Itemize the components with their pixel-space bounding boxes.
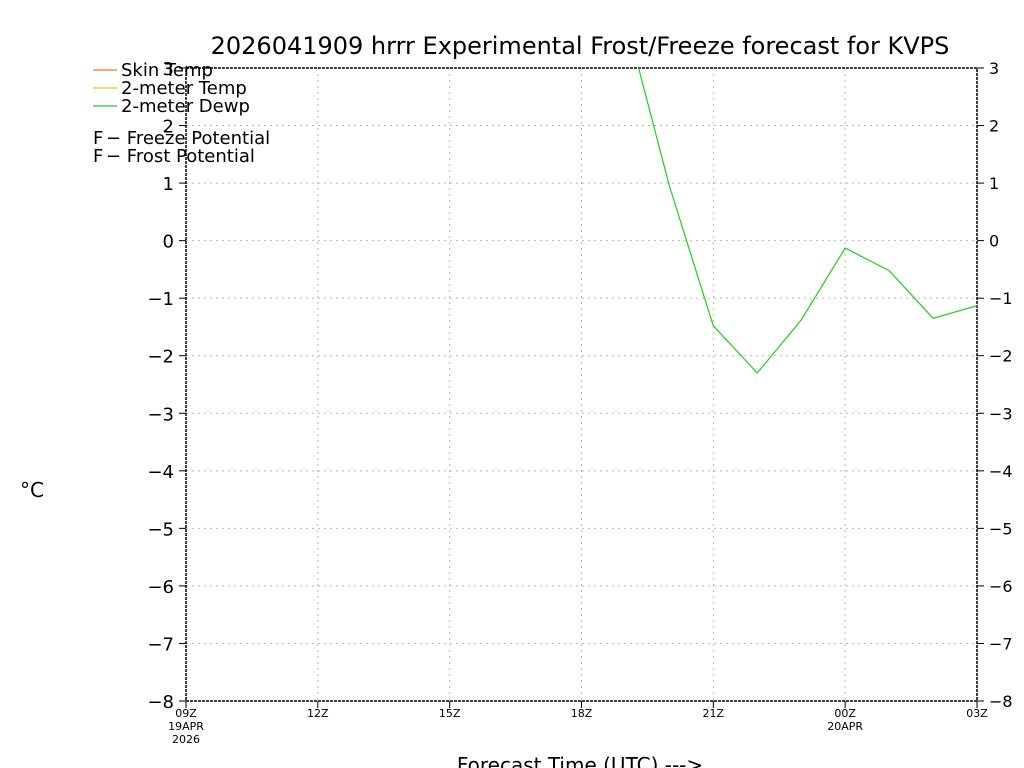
y-tick-label: −1 bbox=[147, 289, 174, 310]
y-tick-label: −5 bbox=[147, 519, 174, 540]
y-tick-label-right: 1 bbox=[989, 174, 999, 193]
y-tick-label: −2 bbox=[147, 347, 174, 368]
y-tick-label-right: −5 bbox=[989, 519, 1013, 538]
x-tick-sublabel: 2026 bbox=[172, 733, 200, 746]
chart-title: 2026041909 hrrr Experimental Frost/Freez… bbox=[211, 32, 950, 60]
series-lines bbox=[638, 68, 977, 374]
x-tick-label: 12Z bbox=[307, 707, 329, 720]
x-tick-label: 15Z bbox=[439, 707, 461, 720]
y-tick-label-right: −3 bbox=[989, 404, 1013, 423]
x-tick-label: 21Z bbox=[703, 707, 725, 720]
y-tick-label: −3 bbox=[147, 404, 174, 425]
x-tick-label: 09Z bbox=[175, 707, 197, 720]
annotation-marker: F bbox=[93, 128, 103, 149]
y-tick-label-right: −2 bbox=[989, 347, 1013, 366]
x-tick-label: 18Z bbox=[571, 707, 593, 720]
y-tick-label: 1 bbox=[163, 174, 174, 195]
annotation-text: − Freeze Potential bbox=[106, 128, 270, 149]
y-tick-label: −8 bbox=[147, 692, 174, 713]
y-tick-label: −4 bbox=[147, 462, 174, 483]
y-tick-label-right: −8 bbox=[989, 692, 1013, 711]
x-axis-label: Forecast Time (UTC) ---> bbox=[457, 753, 703, 768]
annotation-text: − Frost Potential bbox=[106, 146, 255, 167]
x-tick-label: 00Z bbox=[834, 707, 856, 720]
annotation-marker: F bbox=[93, 146, 103, 167]
y-tick-label-right: 3 bbox=[989, 59, 999, 78]
y-tick-label-right: −7 bbox=[989, 634, 1013, 653]
x-tick-label: 03Z bbox=[966, 707, 988, 720]
y-tick-label-right: −6 bbox=[989, 577, 1013, 596]
series-line-2-meter-dewp bbox=[638, 68, 977, 374]
y-tick-label-right: 0 bbox=[989, 232, 999, 251]
y-tick-label: 0 bbox=[163, 232, 174, 253]
y-tick-label-right: −1 bbox=[989, 289, 1013, 308]
y-tick-label: −6 bbox=[147, 577, 174, 598]
y-tick-label: 2 bbox=[163, 117, 174, 138]
legend-label: Skin Temp bbox=[121, 60, 213, 81]
y-axis-right: 3 2 1 0 −1 −2 −3 −4 −5 −6 −7 −8 bbox=[977, 59, 1013, 711]
legend-label: 2-meter Temp bbox=[121, 78, 247, 99]
x-tick-sublabel: 20APR bbox=[827, 720, 863, 733]
plot-frame bbox=[185, 67, 978, 702]
grid bbox=[186, 68, 977, 701]
y-axis-left: 3 2 1 0 −1 −2 −3 −4 −5 −6 −7 −8 bbox=[147, 59, 186, 713]
x-tick-sublabel: 19APR bbox=[168, 720, 204, 733]
y-tick-label: 3 bbox=[163, 59, 174, 80]
y-unit-label: °C bbox=[20, 478, 44, 502]
legend-label: 2-meter Dewp bbox=[121, 96, 250, 117]
y-tick-label: −7 bbox=[147, 634, 174, 655]
y-tick-label-right: 2 bbox=[989, 117, 999, 136]
y-tick-label-right: −4 bbox=[989, 462, 1013, 481]
